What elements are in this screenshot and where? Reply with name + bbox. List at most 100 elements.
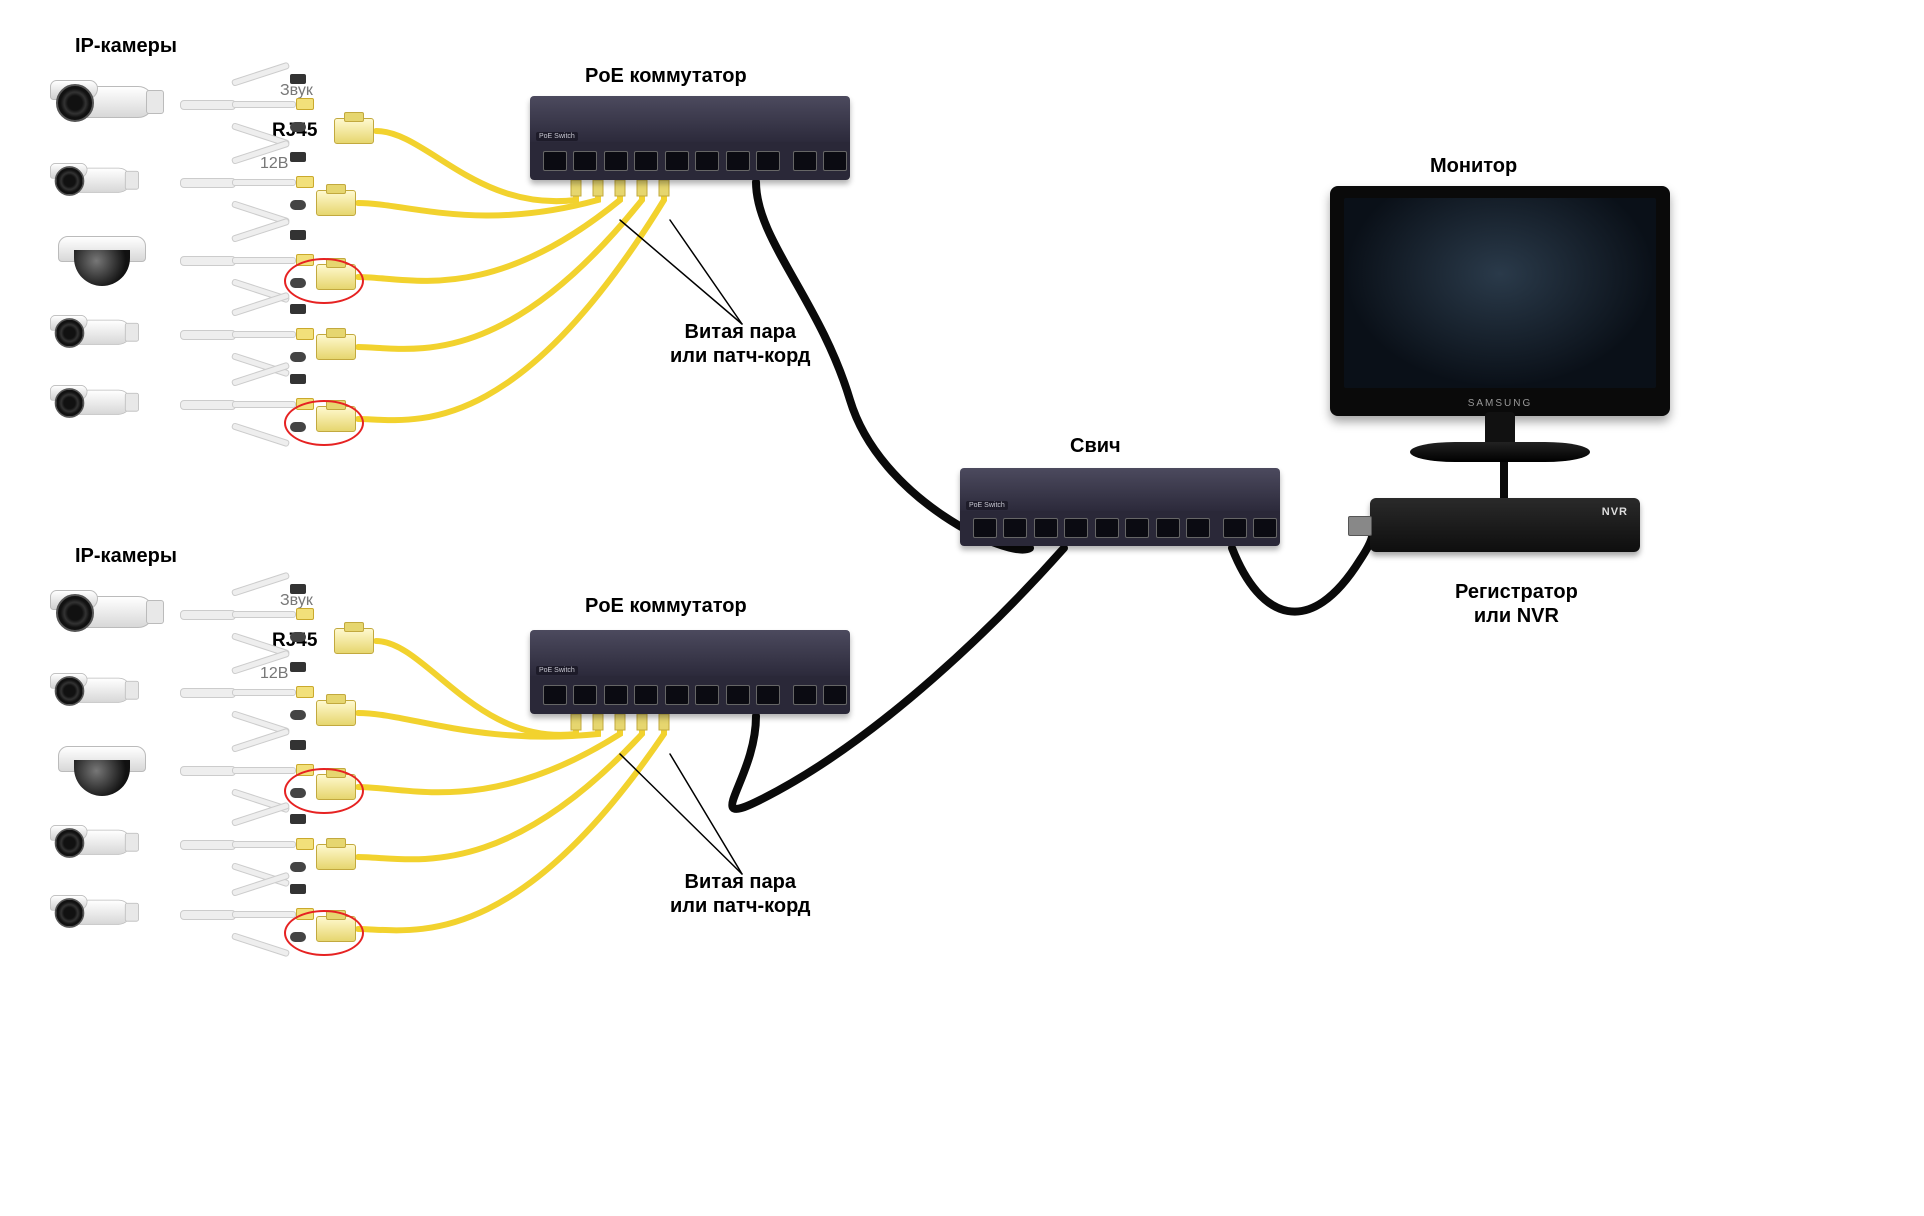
rj45-connector xyxy=(296,608,314,620)
ethernet-port xyxy=(1095,518,1119,538)
dc-power-connector xyxy=(290,200,306,210)
nvr-recorder: NVR xyxy=(1370,498,1640,552)
ethernet-port xyxy=(543,151,567,171)
rj45-plug-icon xyxy=(316,844,356,870)
bnc-connector xyxy=(290,374,306,384)
ip-camera-bullet xyxy=(50,825,136,861)
core_switch-badge: PoE Switch xyxy=(966,501,1008,510)
ip-camera-dome xyxy=(58,746,146,798)
uplink-port xyxy=(823,151,847,171)
ethernet-port xyxy=(604,151,628,171)
uplink-port xyxy=(1223,518,1247,538)
nvr-lan-port xyxy=(1348,516,1372,536)
dc-power-connector xyxy=(290,632,306,642)
ethernet-port xyxy=(695,685,719,705)
label-ip_cams_1: IP-камеры xyxy=(75,35,177,58)
rj45-connector xyxy=(296,686,314,698)
rj45-plug-icon xyxy=(316,700,356,726)
ethernet-port xyxy=(1186,518,1210,538)
dc-power-connector xyxy=(290,862,306,872)
bnc-connector xyxy=(290,884,306,894)
ip-camera-bullet xyxy=(50,163,136,199)
ethernet-port xyxy=(573,685,597,705)
highlight-circle xyxy=(284,400,364,446)
monitor-screen xyxy=(1344,198,1657,389)
ethernet-port xyxy=(695,151,719,171)
highlight-circle xyxy=(284,258,364,304)
monitor-brand-label: SAMSUNG xyxy=(1468,398,1533,409)
rj45-plug-icon xyxy=(334,628,374,654)
rj45-plug-icon xyxy=(316,190,356,216)
camera-pigtail xyxy=(180,304,310,364)
highlight-circle xyxy=(284,910,364,956)
rj45-plug-icon xyxy=(316,334,356,360)
label-switch: Свич xyxy=(1070,435,1121,458)
ethernet-port xyxy=(665,151,689,171)
ip-camera-bullet xyxy=(50,385,136,421)
rj45-connector xyxy=(296,98,314,110)
bnc-connector xyxy=(290,584,306,594)
label-twisted_1: Витая параили патч-корд xyxy=(670,320,811,368)
bnc-connector xyxy=(290,152,306,162)
label-twisted_2: Витая параили патч-корд xyxy=(670,870,811,918)
highlight-circle xyxy=(284,768,364,814)
label-ip_cams_2: IP-камеры xyxy=(75,545,177,568)
ethernet-port xyxy=(543,685,567,705)
bnc-connector xyxy=(290,74,306,84)
ip-camera-bullet xyxy=(50,673,136,709)
ethernet-port xyxy=(726,151,750,171)
ethernet-port xyxy=(756,151,780,171)
poe_switch_1: PoE Switch xyxy=(530,96,850,180)
poe_switch_2: PoE Switch xyxy=(530,630,850,714)
ethernet-port xyxy=(634,685,658,705)
bnc-connector xyxy=(290,662,306,672)
ip-camera-bullet xyxy=(50,80,160,126)
ip-camera-bullet xyxy=(50,895,136,931)
bnc-connector xyxy=(290,304,306,314)
core_switch: PoE Switch xyxy=(960,468,1280,546)
ethernet-port xyxy=(665,685,689,705)
ethernet-port xyxy=(726,685,750,705)
rj45-connector xyxy=(296,328,314,340)
label-poe_1: PoE коммутатор xyxy=(585,65,747,88)
ip-camera-bullet xyxy=(50,315,136,351)
camera-pigtail xyxy=(180,584,310,644)
monitor: SAMSUNG xyxy=(1330,186,1670,416)
label-recorder: Регистраторили NVR xyxy=(1455,580,1578,628)
ethernet-port xyxy=(634,151,658,171)
rj45-connector xyxy=(296,176,314,188)
dc-power-connector xyxy=(290,352,306,362)
ethernet-port xyxy=(973,518,997,538)
ip-camera-bullet xyxy=(50,590,160,636)
bnc-connector xyxy=(290,230,306,240)
ethernet-port xyxy=(756,685,780,705)
label-monitor: Монитор xyxy=(1430,155,1517,178)
camera-pigtail xyxy=(180,152,310,212)
camera-pigtail xyxy=(180,662,310,722)
uplink-port xyxy=(793,151,817,171)
camera-pigtail xyxy=(180,814,310,874)
dc-power-connector xyxy=(290,122,306,132)
bnc-connector xyxy=(290,740,306,750)
poe_switch_2-badge: PoE Switch xyxy=(536,666,578,675)
uplink-port xyxy=(823,685,847,705)
rj45-connector xyxy=(296,838,314,850)
ip-camera-dome xyxy=(58,236,146,288)
ethernet-port xyxy=(1125,518,1149,538)
ethernet-port xyxy=(573,151,597,171)
uplink-port xyxy=(793,685,817,705)
uplink-port xyxy=(1253,518,1277,538)
ethernet-port xyxy=(604,685,628,705)
poe_switch_1-badge: PoE Switch xyxy=(536,132,578,141)
label-poe_2: PoE коммутатор xyxy=(585,595,747,618)
ethernet-port xyxy=(1034,518,1058,538)
dc-power-connector xyxy=(290,710,306,720)
camera-pigtail xyxy=(180,74,310,134)
diagram-canvas: IP-камеры IP-камеры PoE коммутатор PoE комм… xyxy=(0,0,1924,1216)
nvr-brand-label: NVR xyxy=(1602,506,1628,518)
ethernet-port xyxy=(1156,518,1180,538)
rj45-plug-icon xyxy=(334,118,374,144)
bnc-connector xyxy=(290,814,306,824)
ethernet-port xyxy=(1064,518,1088,538)
ethernet-port xyxy=(1003,518,1027,538)
